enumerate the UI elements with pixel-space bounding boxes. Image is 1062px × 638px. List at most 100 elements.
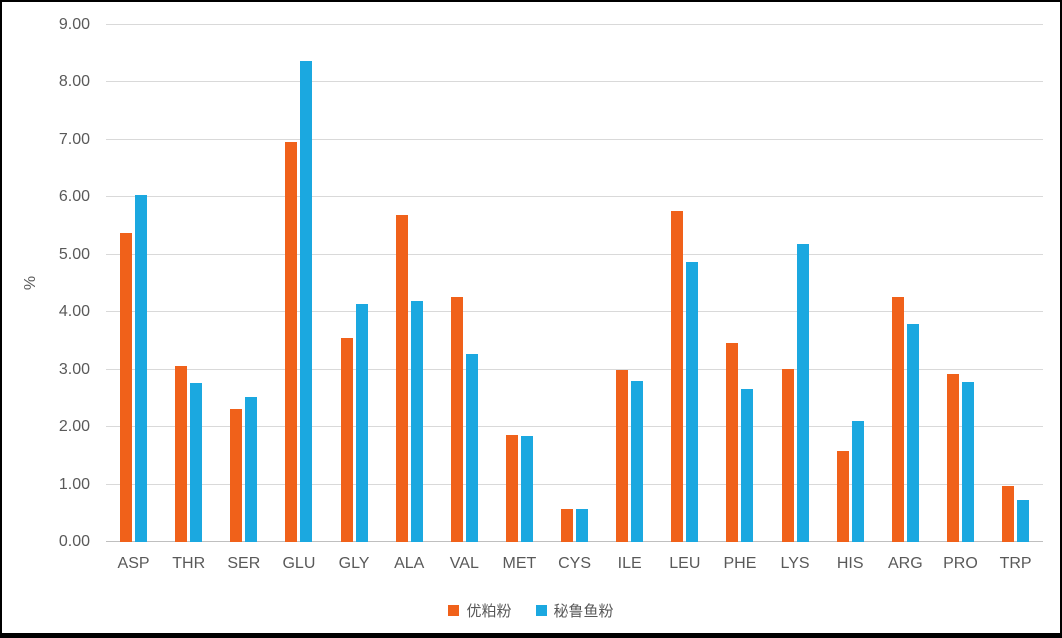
bar-秘鲁鱼粉-ala <box>410 301 423 542</box>
bar-group-ser <box>216 25 271 542</box>
bar-优粕粉-asp <box>120 232 133 542</box>
gridline <box>106 81 1043 83</box>
x-tick-label-asp: ASP <box>117 555 150 572</box>
bar-group-ile <box>602 25 657 542</box>
gridline <box>106 426 1043 428</box>
bar-优粕粉-arg <box>891 297 904 542</box>
bar-秘鲁鱼粉-arg <box>906 324 919 542</box>
x-tick-label-ala: ALA <box>394 555 425 572</box>
x-tick-label-arg: ARG <box>887 555 923 572</box>
bar-秘鲁鱼粉-val <box>465 354 478 542</box>
x-tick-label-his: HIS <box>836 555 864 572</box>
bar-秘鲁鱼粉-met <box>520 436 533 542</box>
bar-优粕粉-ala <box>395 215 408 542</box>
gridline <box>106 253 1043 255</box>
bar-秘鲁鱼粉-his <box>851 420 864 542</box>
bar-group-lys <box>768 25 823 542</box>
bar-秘鲁鱼粉-lys <box>796 244 809 542</box>
legend: 优粕粉 秘鲁鱼粉 <box>2 600 1060 621</box>
bar-优粕粉-glu <box>285 141 298 542</box>
bar-秘鲁鱼粉-cys <box>576 509 589 542</box>
legend-label: 优粕粉 <box>466 603 512 620</box>
legend-item-优粕粉: 优粕粉 <box>448 600 512 621</box>
x-tick-label-val: VAL <box>449 555 479 572</box>
bar-秘鲁鱼粉-trp <box>1017 500 1030 542</box>
bar-group-glu <box>271 25 326 542</box>
bar-秘鲁鱼粉-phe <box>741 389 754 542</box>
legend-label: 秘鲁鱼粉 <box>553 603 614 620</box>
bar-优粕粉-met <box>505 435 518 542</box>
y-axis: 0.00 1.00 2.00 3.00 4.00 5.00 6.00 7.00 8.00 9.00 <box>2 17 94 550</box>
bar-group-ala <box>382 25 437 542</box>
bar-groups <box>106 25 1043 542</box>
x-tick-label-pro: PRO <box>943 555 978 572</box>
bar-优粕粉-val <box>450 297 463 542</box>
x-tick-label-trp: TRP <box>999 555 1032 572</box>
gridline <box>106 483 1043 485</box>
bar-group-trp <box>988 25 1043 542</box>
y-tick-label: 5.00 <box>58 245 90 263</box>
plot-area <box>106 24 1043 542</box>
gridline <box>106 24 1043 25</box>
bar-group-arg <box>878 25 933 542</box>
y-tick-label: 3.00 <box>58 360 90 378</box>
bar-秘鲁鱼粉-thr <box>190 383 203 542</box>
bar-group-phe <box>712 25 767 542</box>
bar-优粕粉-thr <box>175 366 188 542</box>
bar-优粕粉-ser <box>230 408 243 542</box>
bar-秘鲁鱼粉-asp <box>135 195 148 542</box>
y-tick-label: 8.00 <box>58 73 90 91</box>
legend-swatch-icon <box>535 605 547 616</box>
bar-group-his <box>823 25 878 542</box>
gridline <box>106 311 1043 313</box>
bar-优粕粉-cys <box>561 509 574 542</box>
bar-优粕粉-his <box>836 450 849 542</box>
bar-秘鲁鱼粉-pro <box>961 381 974 542</box>
x-tick-label-ile: ILE <box>617 555 642 572</box>
bar-秘鲁鱼粉-gly <box>355 304 368 542</box>
y-tick-label: 1.00 <box>58 475 90 493</box>
bar-优粕粉-phe <box>726 342 739 542</box>
y-tick-label: 2.00 <box>58 418 90 436</box>
bar-优粕粉-leu <box>671 211 684 542</box>
legend-swatch-icon <box>448 605 460 616</box>
x-tick-label-leu: LEU <box>669 555 701 572</box>
gridline <box>106 196 1043 198</box>
gridline <box>106 368 1043 370</box>
x-axis-line <box>106 541 1043 542</box>
x-tick-label-cys: CYS <box>558 555 592 572</box>
y-tick-label: 6.00 <box>58 188 90 206</box>
y-tick-label: 7.00 <box>58 130 90 148</box>
bar-优粕粉-pro <box>946 374 959 542</box>
x-tick-label-lys: LYS <box>780 555 810 572</box>
bar-秘鲁鱼粉-ile <box>631 381 644 542</box>
bar-group-pro <box>933 25 988 542</box>
y-tick-label: 0.00 <box>58 533 90 550</box>
x-tick-label-glu: GLU <box>282 555 316 572</box>
bar-优粕粉-lys <box>781 368 794 542</box>
y-tick-label: 9.00 <box>58 16 90 33</box>
x-tick-label-met: MET <box>502 555 537 572</box>
bar-优粕粉-ile <box>616 370 629 542</box>
bar-group-thr <box>161 25 216 542</box>
bar-group-asp <box>106 25 161 542</box>
bar-秘鲁鱼粉-ser <box>245 397 258 542</box>
bar-秘鲁鱼粉-glu <box>300 61 313 542</box>
bar-group-val <box>437 25 492 542</box>
bar-group-met <box>492 25 547 542</box>
x-tick-label-ser: SER <box>227 555 261 572</box>
bar-group-leu <box>657 25 712 542</box>
bar-秘鲁鱼粉-leu <box>686 262 699 542</box>
bar-优粕粉-gly <box>340 338 353 542</box>
bar-优粕粉-trp <box>1002 486 1015 542</box>
gridline <box>106 138 1043 140</box>
x-tick-label-phe: PHE <box>723 555 757 572</box>
legend-item-秘鲁鱼粉: 秘鲁鱼粉 <box>535 600 614 621</box>
x-tick-label-thr: THR <box>172 555 206 572</box>
x-axis: ASP THR SER GLU GLY ALA VAL MET CYS ILE LEU PHE LYS H… <box>106 555 1043 573</box>
bar-group-gly <box>327 25 382 542</box>
x-tick-label-gly: GLY <box>338 555 370 572</box>
y-tick-label: 4.00 <box>58 303 90 321</box>
bar-group-cys <box>547 25 602 542</box>
